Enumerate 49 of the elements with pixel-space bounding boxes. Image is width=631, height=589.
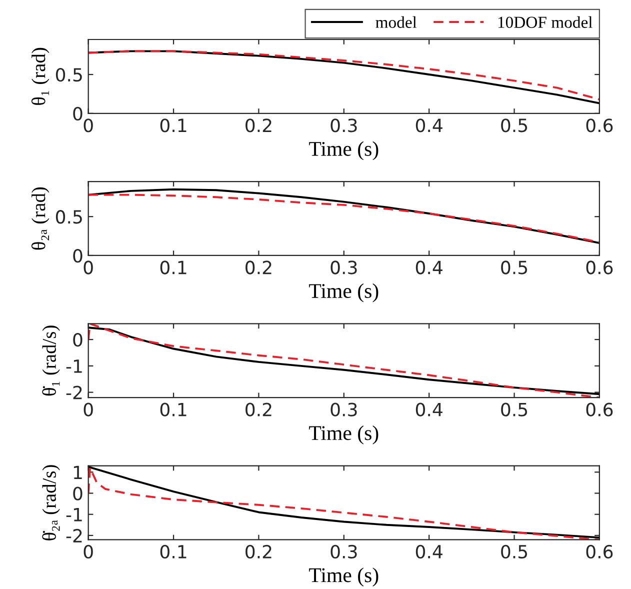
y-axis-title: θ̇₂ₐ (rad/s) xyxy=(42,465,60,540)
x-tick-label: 0.2 xyxy=(246,402,272,416)
x-tick-label: 0.5 xyxy=(501,118,528,132)
x-tick-label: 0.6 xyxy=(586,402,613,416)
x-tick-label: 0.3 xyxy=(330,402,357,416)
x-tick-label: 0.2 xyxy=(246,118,272,132)
y-tick-label: -2 xyxy=(66,528,82,542)
x-tick-label: 0.6 xyxy=(586,260,613,274)
x-tick-label: 0.1 xyxy=(160,402,186,416)
x-tick-label: 0.6 xyxy=(586,544,613,559)
y-tick-label: -2 xyxy=(66,386,82,400)
y-tick-label: 0 xyxy=(73,486,82,500)
x-tick-label: 0.4 xyxy=(416,260,442,274)
y-axis-title: θ̇₁ (rad/s) xyxy=(42,326,60,396)
x-tick-label: 0.4 xyxy=(416,402,442,416)
y-axis-title: θ₁ (rad) xyxy=(31,48,50,105)
y-tick-label: 1 xyxy=(74,466,82,479)
x-tick-label: 0.3 xyxy=(330,118,357,132)
x-axis-title: Time (s) xyxy=(309,425,378,444)
x-tick-label: 0.5 xyxy=(501,260,528,274)
x-tick-label: 0.1 xyxy=(160,260,186,274)
x-axis-title: Time (s) xyxy=(309,283,378,302)
legend-label: 10DOF model xyxy=(498,16,592,28)
y-tick-label: 0.5 xyxy=(56,68,82,82)
x-tick-label: 0.2 xyxy=(246,544,272,559)
y-tick-label: -1 xyxy=(66,360,82,373)
x-tick-label: 0 xyxy=(84,260,93,274)
y-tick-label: 0.5 xyxy=(56,210,82,224)
y-tick-label: 0 xyxy=(73,248,82,263)
x-tick-label: 0.1 xyxy=(160,544,186,559)
legend-label: model xyxy=(376,16,417,28)
x-tick-label: 0.6 xyxy=(586,118,613,132)
y-tick-label: 0 xyxy=(73,332,82,347)
y-axis-title: θ₂ₐ (rad) xyxy=(31,187,50,250)
x-tick-label: 0 xyxy=(84,402,93,416)
x-tick-label: 0.5 xyxy=(501,402,528,416)
x-axis-title: Time (s) xyxy=(309,141,378,160)
x-tick-label: 0.4 xyxy=(416,544,442,559)
x-tick-label: 0.4 xyxy=(416,118,442,132)
x-tick-label: 0.3 xyxy=(330,260,357,274)
y-tick-label: -1 xyxy=(66,508,82,522)
x-axis-title: Time (s) xyxy=(309,568,378,586)
x-tick-label: 0.5 xyxy=(501,544,528,559)
x-tick-label: 0.1 xyxy=(160,118,186,132)
x-tick-label: 0.3 xyxy=(330,544,357,559)
x-tick-label: 0 xyxy=(84,544,93,559)
y-tick-label: 0 xyxy=(73,106,82,121)
x-tick-label: 0 xyxy=(84,118,93,132)
x-tick-label: 0.2 xyxy=(246,260,272,274)
